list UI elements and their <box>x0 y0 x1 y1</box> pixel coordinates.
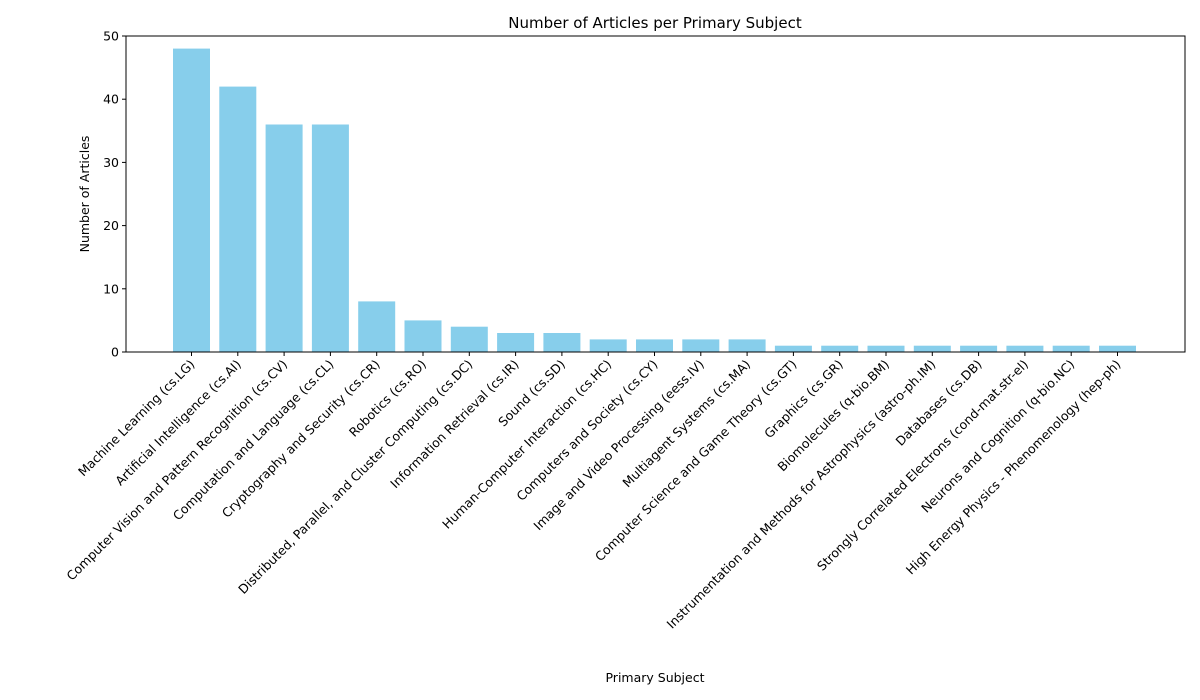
bar <box>543 333 581 352</box>
y-tick-label: 20 <box>103 218 119 233</box>
x-axis-ticks: Machine Learning (cs.LG)Artificial Intel… <box>63 352 1124 631</box>
chart-title: Number of Articles per Primary Subject <box>508 14 802 32</box>
bar <box>450 326 488 352</box>
y-tick-label: 40 <box>103 92 119 107</box>
x-tick-label: Computer Vision and Pattern Recognition … <box>63 357 290 584</box>
bar <box>682 339 720 352</box>
bar <box>589 339 627 352</box>
bar <box>867 345 905 352</box>
bar <box>728 339 766 352</box>
bar <box>358 301 396 352</box>
y-axis-ticks: 0 10 20 30 40 50 <box>103 29 126 360</box>
bar <box>497 333 535 352</box>
bar <box>774 345 812 352</box>
bar <box>1006 345 1044 352</box>
x-tick-label: High Energy Physics - Phenomenology (hep… <box>903 357 1124 578</box>
bar <box>265 124 303 352</box>
y-tick-label: 30 <box>103 155 119 170</box>
y-tick-label: 0 <box>111 345 119 360</box>
plot-frame <box>125 35 1186 353</box>
x-tick-label: Human-Computer Interaction (cs.HC) <box>439 357 614 532</box>
x-tick-label: Graphics (cs.GR) <box>761 357 846 442</box>
bars-group <box>173 48 1136 352</box>
y-tick-label: 50 <box>103 29 119 44</box>
bar <box>1099 345 1136 352</box>
x-tick-label: Image and Video Processing (eess.IV) <box>530 357 707 534</box>
bar <box>1052 345 1090 352</box>
x-tick-label: Computation and Language (cs.CL) <box>170 357 337 524</box>
bar <box>173 48 210 352</box>
x-tick-label: Databases (cs.DB) <box>892 357 984 449</box>
bar <box>636 339 673 352</box>
x-tick-label: Strongly Correlated Electrons (cond-mat.… <box>814 357 1031 574</box>
x-axis-label: Primary Subject <box>605 670 704 685</box>
bar <box>913 345 951 352</box>
y-tick-label: 10 <box>103 281 119 296</box>
bar <box>404 320 442 352</box>
bar <box>821 345 859 352</box>
y-axis-label: Number of Articles <box>77 136 92 253</box>
bar <box>960 345 998 352</box>
bar <box>219 86 257 352</box>
bar <box>311 124 349 352</box>
